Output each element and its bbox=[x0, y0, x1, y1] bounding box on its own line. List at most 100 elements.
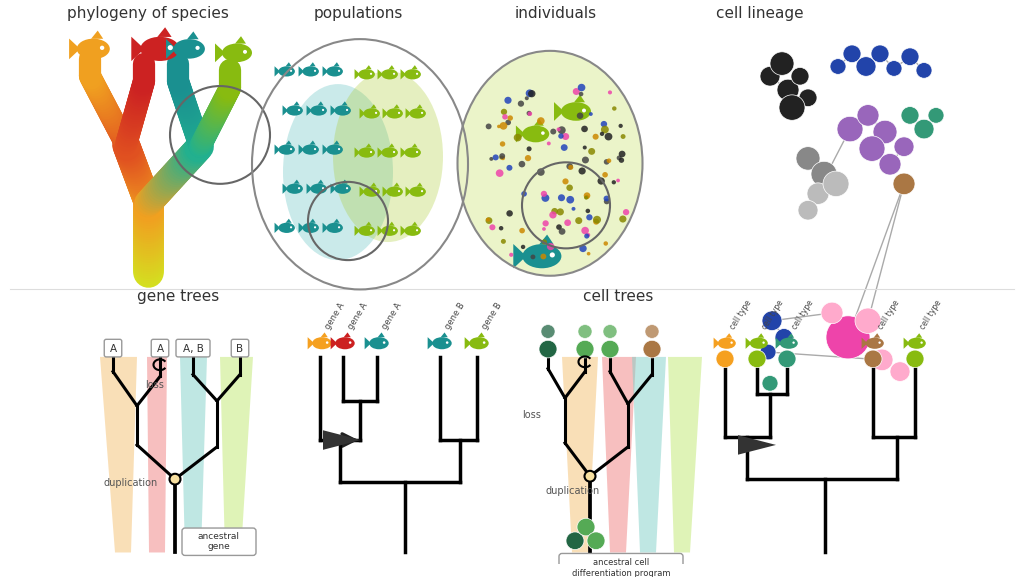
Circle shape bbox=[826, 316, 870, 359]
Polygon shape bbox=[400, 69, 407, 80]
Circle shape bbox=[823, 171, 849, 197]
Circle shape bbox=[445, 342, 449, 344]
Circle shape bbox=[393, 73, 395, 75]
Circle shape bbox=[562, 178, 568, 185]
Polygon shape bbox=[378, 226, 383, 236]
Circle shape bbox=[608, 91, 612, 95]
Text: B: B bbox=[237, 344, 244, 354]
Circle shape bbox=[779, 95, 805, 120]
Polygon shape bbox=[323, 223, 328, 233]
Polygon shape bbox=[371, 104, 377, 108]
Polygon shape bbox=[147, 357, 167, 553]
Circle shape bbox=[873, 120, 897, 144]
Circle shape bbox=[618, 158, 625, 163]
Circle shape bbox=[346, 187, 348, 189]
Circle shape bbox=[760, 344, 776, 360]
Polygon shape bbox=[873, 334, 881, 338]
Circle shape bbox=[375, 190, 377, 192]
Circle shape bbox=[558, 194, 565, 201]
Polygon shape bbox=[309, 62, 315, 66]
Circle shape bbox=[551, 208, 558, 215]
Polygon shape bbox=[366, 222, 372, 226]
Circle shape bbox=[564, 219, 571, 226]
Polygon shape bbox=[412, 222, 418, 226]
Circle shape bbox=[541, 325, 555, 338]
Circle shape bbox=[843, 45, 861, 62]
Ellipse shape bbox=[561, 102, 591, 121]
Ellipse shape bbox=[77, 39, 110, 59]
Polygon shape bbox=[366, 65, 372, 69]
Polygon shape bbox=[602, 357, 636, 553]
Circle shape bbox=[561, 144, 567, 151]
Circle shape bbox=[526, 111, 531, 115]
Circle shape bbox=[791, 68, 809, 85]
Polygon shape bbox=[317, 102, 324, 106]
Circle shape bbox=[584, 234, 590, 239]
Circle shape bbox=[416, 73, 418, 75]
Circle shape bbox=[906, 350, 924, 368]
Ellipse shape bbox=[404, 226, 421, 236]
Circle shape bbox=[489, 157, 494, 161]
Text: gene B: gene B bbox=[480, 302, 504, 332]
Circle shape bbox=[530, 254, 536, 259]
Polygon shape bbox=[323, 144, 328, 155]
Ellipse shape bbox=[718, 338, 736, 349]
Ellipse shape bbox=[327, 144, 343, 155]
Polygon shape bbox=[274, 144, 280, 155]
Circle shape bbox=[821, 302, 843, 324]
Circle shape bbox=[730, 342, 733, 344]
Ellipse shape bbox=[458, 51, 642, 276]
Circle shape bbox=[890, 362, 910, 381]
Circle shape bbox=[612, 106, 616, 111]
Ellipse shape bbox=[780, 338, 798, 349]
FancyBboxPatch shape bbox=[152, 339, 169, 357]
FancyBboxPatch shape bbox=[176, 339, 210, 357]
Polygon shape bbox=[540, 235, 554, 244]
Ellipse shape bbox=[333, 71, 443, 242]
Circle shape bbox=[505, 119, 511, 125]
Text: gene B: gene B bbox=[443, 302, 466, 332]
Circle shape bbox=[547, 141, 551, 145]
Text: gene A: gene A bbox=[323, 302, 346, 332]
Circle shape bbox=[577, 518, 595, 536]
Polygon shape bbox=[393, 182, 399, 186]
Polygon shape bbox=[632, 357, 666, 553]
Ellipse shape bbox=[410, 108, 426, 118]
FancyBboxPatch shape bbox=[182, 528, 256, 556]
Circle shape bbox=[398, 112, 400, 114]
Circle shape bbox=[550, 129, 556, 134]
Circle shape bbox=[349, 342, 351, 344]
Circle shape bbox=[489, 224, 496, 230]
Circle shape bbox=[521, 245, 525, 249]
Circle shape bbox=[886, 61, 902, 76]
Circle shape bbox=[914, 119, 934, 139]
Polygon shape bbox=[180, 357, 207, 553]
Circle shape bbox=[716, 350, 734, 368]
Circle shape bbox=[483, 342, 485, 344]
Circle shape bbox=[500, 156, 504, 159]
Circle shape bbox=[527, 111, 532, 116]
Polygon shape bbox=[787, 334, 795, 338]
Circle shape bbox=[748, 350, 766, 368]
Polygon shape bbox=[861, 338, 867, 349]
Polygon shape bbox=[516, 126, 525, 143]
Circle shape bbox=[496, 170, 504, 177]
Circle shape bbox=[326, 342, 329, 344]
Ellipse shape bbox=[302, 144, 318, 155]
Polygon shape bbox=[331, 106, 336, 115]
Circle shape bbox=[568, 165, 573, 170]
Circle shape bbox=[499, 226, 504, 230]
Circle shape bbox=[603, 196, 609, 201]
Circle shape bbox=[505, 97, 512, 104]
Circle shape bbox=[589, 112, 593, 116]
Circle shape bbox=[618, 124, 623, 128]
Ellipse shape bbox=[381, 226, 398, 236]
Text: ancestral cell
differentiation program: ancestral cell differentiation program bbox=[571, 559, 671, 577]
Polygon shape bbox=[294, 179, 300, 183]
Polygon shape bbox=[166, 39, 176, 59]
Circle shape bbox=[559, 228, 565, 235]
Polygon shape bbox=[417, 182, 423, 186]
Circle shape bbox=[525, 89, 534, 97]
Polygon shape bbox=[334, 219, 340, 223]
Polygon shape bbox=[306, 106, 312, 115]
